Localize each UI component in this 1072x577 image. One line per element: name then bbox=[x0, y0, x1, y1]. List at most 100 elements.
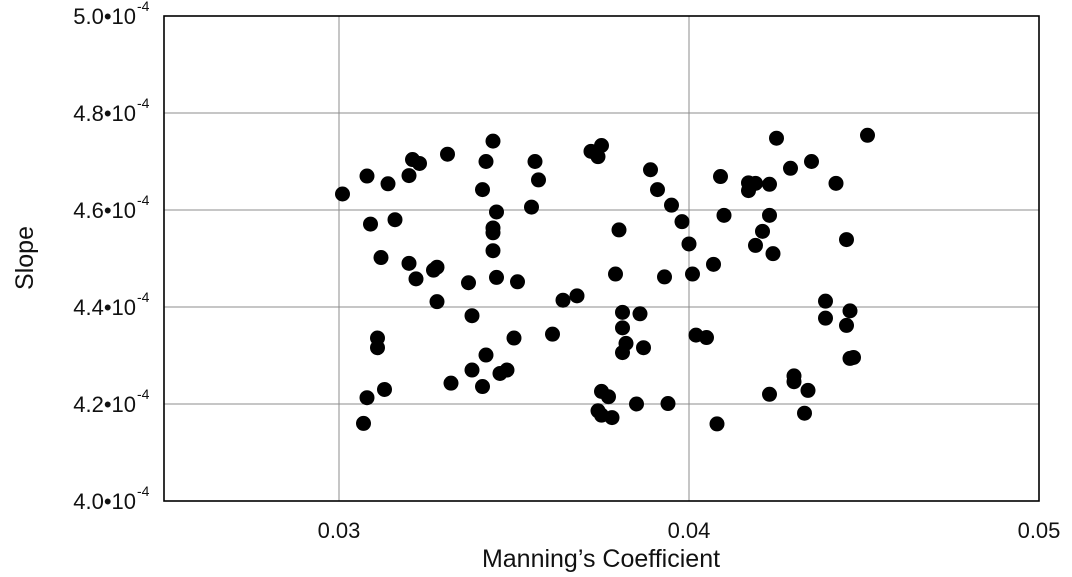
y-tick-label: 4.8•10 -4 bbox=[73, 95, 149, 126]
data-point bbox=[377, 381, 392, 397]
data-point bbox=[762, 176, 777, 192]
x-axis-title: Manning’s Coefficient bbox=[482, 545, 720, 573]
data-point bbox=[699, 330, 714, 346]
plot-frame bbox=[163, 15, 1040, 502]
data-point bbox=[443, 375, 459, 391]
y-tick-label: 4.2•10 -4 bbox=[73, 386, 149, 417]
data-point bbox=[489, 204, 504, 220]
data-point bbox=[601, 389, 616, 405]
data-point bbox=[478, 154, 494, 169]
data-point bbox=[380, 176, 396, 192]
data-point bbox=[370, 340, 385, 356]
svg-text:-4: -4 bbox=[137, 95, 150, 111]
data-point bbox=[527, 154, 543, 169]
data-point bbox=[555, 292, 571, 308]
svg-text:-4: -4 bbox=[137, 192, 150, 208]
gridlines bbox=[164, 16, 1039, 501]
svg-text:4.4•10: 4.4•10 bbox=[73, 295, 136, 320]
data-point bbox=[709, 416, 725, 432]
data-point bbox=[429, 294, 445, 310]
svg-text:-4: -4 bbox=[137, 483, 150, 499]
data-point bbox=[489, 269, 504, 285]
data-point bbox=[401, 255, 417, 271]
svg-text:4.2•10: 4.2•10 bbox=[73, 392, 136, 417]
data-point bbox=[373, 250, 389, 266]
data-point bbox=[604, 410, 620, 426]
data-point bbox=[800, 382, 816, 398]
data-point bbox=[408, 271, 424, 287]
data-point bbox=[412, 155, 427, 171]
data-point bbox=[510, 274, 525, 290]
data-point bbox=[615, 304, 630, 320]
svg-text:-4: -4 bbox=[137, 289, 150, 305]
data-point bbox=[506, 330, 522, 346]
data-point bbox=[611, 222, 627, 238]
data-point bbox=[713, 169, 728, 185]
data-point bbox=[485, 133, 501, 149]
data-point bbox=[499, 362, 515, 378]
data-point bbox=[359, 168, 375, 184]
data-point bbox=[674, 214, 690, 230]
data-point bbox=[478, 347, 494, 363]
data-point bbox=[464, 308, 480, 324]
data-point bbox=[748, 237, 763, 253]
data-point bbox=[545, 326, 560, 342]
data-point bbox=[401, 168, 417, 184]
data-point bbox=[531, 172, 546, 188]
y-axis-title: Slope bbox=[11, 226, 39, 290]
svg-text:-4: -4 bbox=[137, 386, 150, 402]
data-point bbox=[629, 396, 644, 412]
data-point bbox=[475, 182, 490, 198]
data-point bbox=[842, 303, 858, 319]
data-point bbox=[636, 340, 651, 356]
data-point bbox=[716, 207, 732, 223]
data-point bbox=[485, 225, 501, 241]
data-point bbox=[387, 212, 403, 228]
data-point bbox=[657, 269, 672, 285]
data-point bbox=[632, 306, 648, 322]
svg-text:4.8•10: 4.8•10 bbox=[73, 101, 136, 126]
svg-text:-4: -4 bbox=[137, 0, 150, 14]
data-points bbox=[335, 127, 875, 432]
svg-text:4.6•10: 4.6•10 bbox=[73, 198, 136, 223]
data-point bbox=[359, 390, 375, 406]
data-point bbox=[440, 146, 455, 162]
data-point bbox=[356, 415, 371, 431]
data-point bbox=[464, 362, 480, 378]
data-point bbox=[335, 186, 350, 202]
y-tick-label: 4.0•10 -4 bbox=[73, 483, 149, 514]
data-point bbox=[660, 396, 676, 412]
data-point bbox=[685, 266, 700, 282]
data-point bbox=[461, 275, 476, 291]
data-point bbox=[363, 216, 378, 232]
y-tick-label: 5.0•10 -4 bbox=[73, 0, 149, 29]
data-point bbox=[485, 243, 501, 259]
data-point bbox=[643, 162, 658, 178]
data-point bbox=[860, 127, 875, 143]
data-point bbox=[615, 320, 630, 336]
data-point bbox=[615, 345, 630, 361]
x-tick-label: 0.05 bbox=[1018, 518, 1061, 543]
x-tick-label: 0.04 bbox=[668, 518, 711, 543]
data-point bbox=[706, 256, 721, 272]
data-point bbox=[608, 266, 623, 282]
data-point bbox=[524, 199, 539, 215]
data-point bbox=[765, 246, 781, 262]
y-tick-labels: 4.0•10 -44.2•10 -44.4•10 -44.6•10 -44.8•10 -4… bbox=[73, 0, 149, 514]
data-point bbox=[569, 288, 585, 304]
data-point bbox=[594, 137, 609, 153]
data-point bbox=[783, 160, 798, 176]
y-tick-label: 4.6•10 -4 bbox=[73, 192, 149, 223]
data-point bbox=[755, 223, 770, 239]
data-point bbox=[839, 232, 854, 248]
data-point bbox=[475, 379, 490, 395]
data-point bbox=[818, 293, 833, 309]
data-point bbox=[429, 259, 445, 275]
data-point bbox=[664, 197, 679, 213]
data-point bbox=[681, 236, 697, 252]
data-point bbox=[762, 386, 777, 402]
data-point bbox=[828, 175, 844, 191]
data-point bbox=[846, 349, 861, 365]
x-tick-label: 0.03 bbox=[318, 518, 361, 543]
